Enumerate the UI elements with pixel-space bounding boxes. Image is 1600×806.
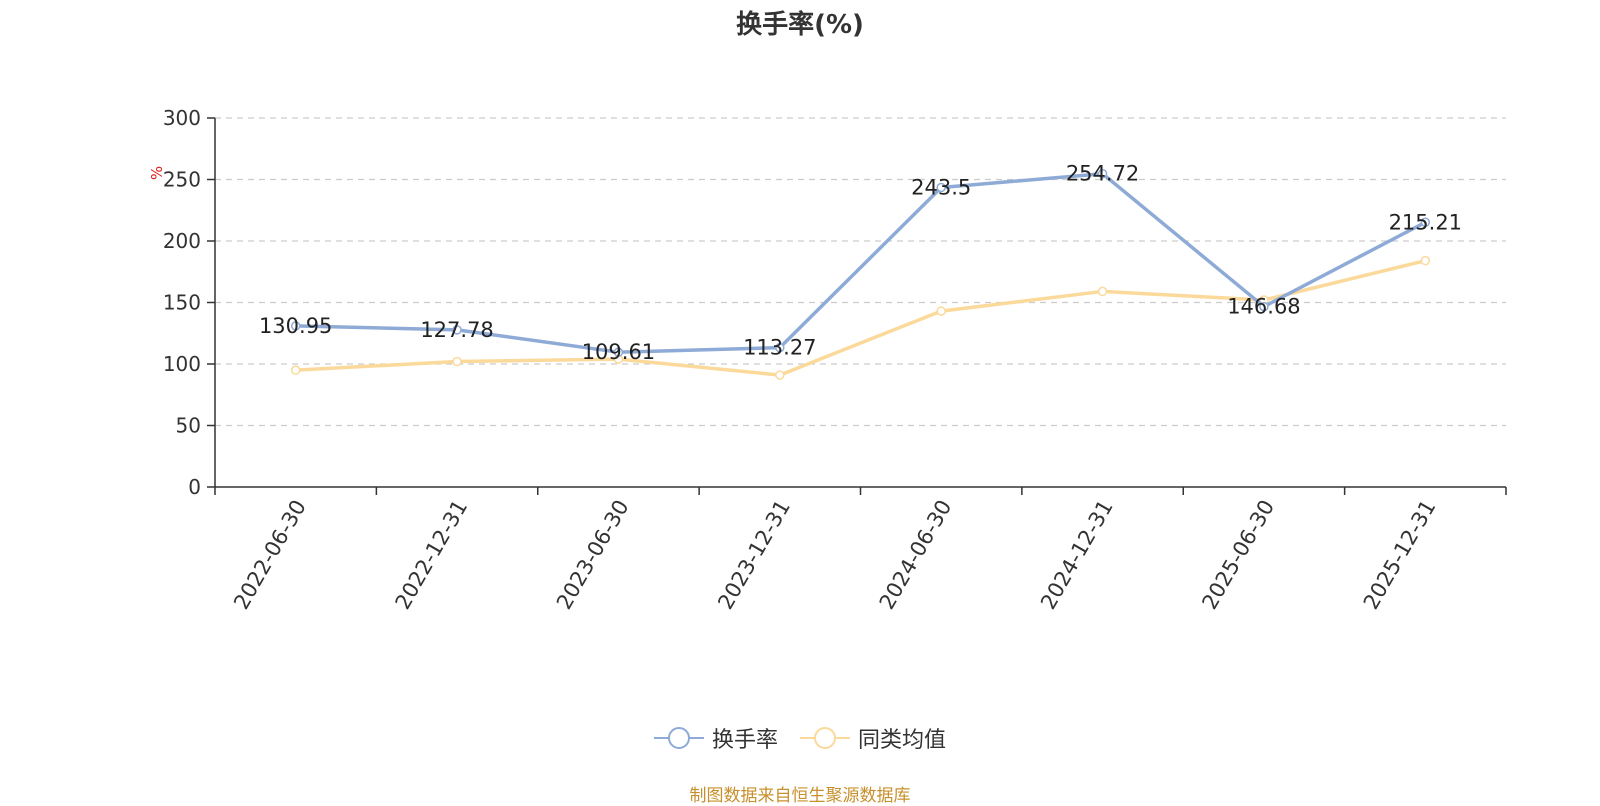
source-note: 制图数据来自恒生聚源数据库 [689,786,911,806]
y-tick-label-150: 150 [163,291,201,315]
data-label-3: 113.27 [743,336,816,360]
series-0-point-3 [775,342,785,353]
legend-marker-peer-average [800,727,850,749]
series-0-point-6 [1259,301,1269,312]
legend-item-peer-average[interactable]: 同类均值 [800,722,946,754]
x-tick-label-2022-12-31: 2022-12-31 [390,496,472,614]
chart-title: 换手率(%) [736,10,864,40]
data-label-6: 146.68 [1227,295,1300,319]
series-1-point-3 [775,370,785,380]
series-0-point-0 [290,321,301,331]
data-label-5: 254.72 [1066,162,1139,186]
series-1-point-0 [290,365,301,375]
data-label-4: 243.5 [911,175,971,199]
gridlines [215,117,1506,427]
legend-marker-turnover [653,727,704,749]
data-label-7: 215.21 [1389,210,1462,234]
x-tick-label-2025-06-30: 2025-06-30 [1197,496,1279,614]
y-tick-label-100: 100 [163,352,201,376]
series-0-point-5 [1097,168,1108,179]
x-tick-label-2022-06-30: 2022-06-30 [229,496,311,614]
y-tick-label-250: 250 [163,168,201,192]
legend-item-turnover[interactable]: 换手率 [653,722,778,754]
legend-label-peer-average: 同类均值 [858,728,947,753]
x-tick-label-2023-06-30: 2023-06-30 [552,496,634,614]
y-tick-label-200: 200 [163,229,201,253]
y-tick-label-50: 50 [176,414,201,438]
axes: 0 50 100 150 200 250 300 2022-06-30 2022-12-31 20… [163,106,1507,614]
legend-label-turnover: 换手率 [711,728,778,753]
y-tick-label-0: 0 [188,475,201,499]
series-1-point-1 [452,356,462,367]
series-0-point-2 [613,347,624,357]
x-tick-label-2023-12-31: 2023-12-31 [713,496,795,614]
data-label-0: 130.95 [259,314,332,338]
x-tick-label-2024-06-30: 2024-06-30 [875,496,957,614]
x-tick-label-2025-12-31: 2025-12-31 [1359,496,1441,614]
data-label-1: 127.78 [420,318,493,342]
data-label-2: 109.61 [582,340,655,364]
legend: 换手率 同类均值 [0,722,1600,754]
series-1-point-5 [1097,286,1108,297]
series-line-1 [295,258,1426,377]
x-tick-label-2024-12-31: 2024-12-31 [1036,496,1118,614]
series-0-point-4 [936,182,946,193]
y-tick-label-300: 300 [163,106,201,130]
series-line-0 [295,171,1427,354]
series-1-point-7 [1420,255,1431,266]
series-0-point-7 [1420,217,1431,228]
data-labels: 130.95 127.78 109.61 113.27 243.5 254.72 146.6… [259,162,1462,364]
series-0-point-1 [452,325,462,335]
series-1-point-4 [936,306,946,316]
series-lines [290,168,1431,380]
